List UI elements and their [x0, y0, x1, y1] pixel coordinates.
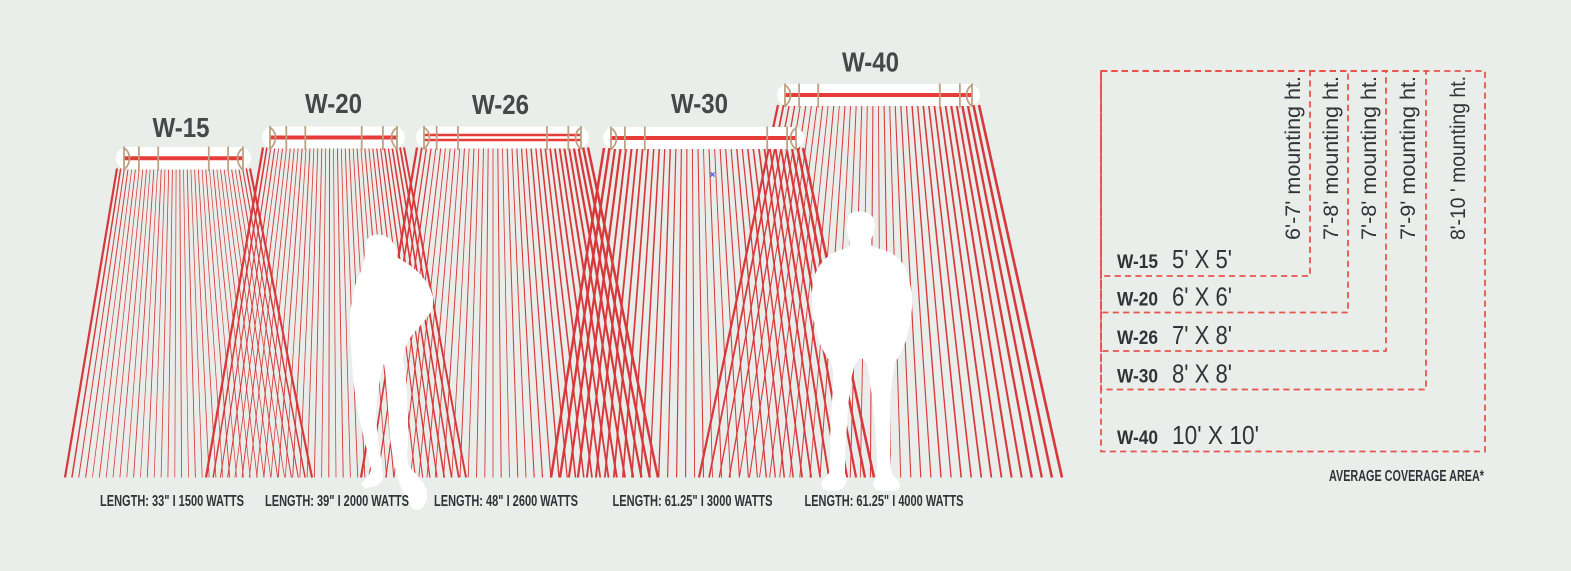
svg-text:5' X 5': 5' X 5' — [1172, 244, 1232, 274]
svg-text:AVERAGE COVERAGE AREA*: AVERAGE COVERAGE AREA* — [1329, 468, 1485, 485]
svg-text:7'-8' mounting ht.: 7'-8' mounting ht. — [1320, 76, 1343, 240]
svg-text:7'-8' mounting ht.: 7'-8' mounting ht. — [1358, 76, 1381, 240]
svg-text:8'-10 ' mounting ht.: 8'-10 ' mounting ht. — [1447, 76, 1470, 240]
svg-text:W-40: W-40 — [1117, 427, 1158, 449]
svg-text:W-26: W-26 — [472, 89, 529, 120]
svg-text:LENGTH: 48" I 2600 WATTS: LENGTH: 48" I 2600 WATTS — [434, 493, 578, 510]
svg-text:7' X 8': 7' X 8' — [1172, 320, 1232, 350]
svg-text:6'-7' mounting ht.: 6'-7' mounting ht. — [1282, 76, 1305, 240]
svg-text:LENGTH: 33" I 1500 WATTS: LENGTH: 33" I 1500 WATTS — [100, 493, 244, 510]
svg-text:W-15: W-15 — [1117, 251, 1158, 273]
svg-text:LENGTH: 39" I 2000 WATTS: LENGTH: 39" I 2000 WATTS — [265, 493, 409, 510]
svg-text:8' X 8': 8' X 8' — [1172, 359, 1232, 389]
svg-text:10' X 10': 10' X 10' — [1172, 420, 1259, 450]
svg-text:6' X 6': 6' X 6' — [1172, 282, 1232, 312]
svg-text:W-30: W-30 — [671, 88, 728, 119]
svg-text:W-20: W-20 — [305, 88, 362, 119]
svg-text:W-15: W-15 — [153, 112, 210, 143]
svg-text:W-30: W-30 — [1117, 366, 1158, 388]
svg-text:LENGTH: 61.25" I 3000 WATTS: LENGTH: 61.25" I 3000 WATTS — [613, 493, 773, 510]
svg-text:W-26: W-26 — [1117, 327, 1158, 349]
svg-text:7'-9' mounting ht.: 7'-9' mounting ht. — [1397, 76, 1420, 240]
svg-text:W-40: W-40 — [842, 47, 899, 78]
svg-text:W-20: W-20 — [1117, 289, 1158, 311]
svg-text:LENGTH: 61.25" I 4000 WATTS: LENGTH: 61.25" I 4000 WATTS — [805, 493, 964, 510]
